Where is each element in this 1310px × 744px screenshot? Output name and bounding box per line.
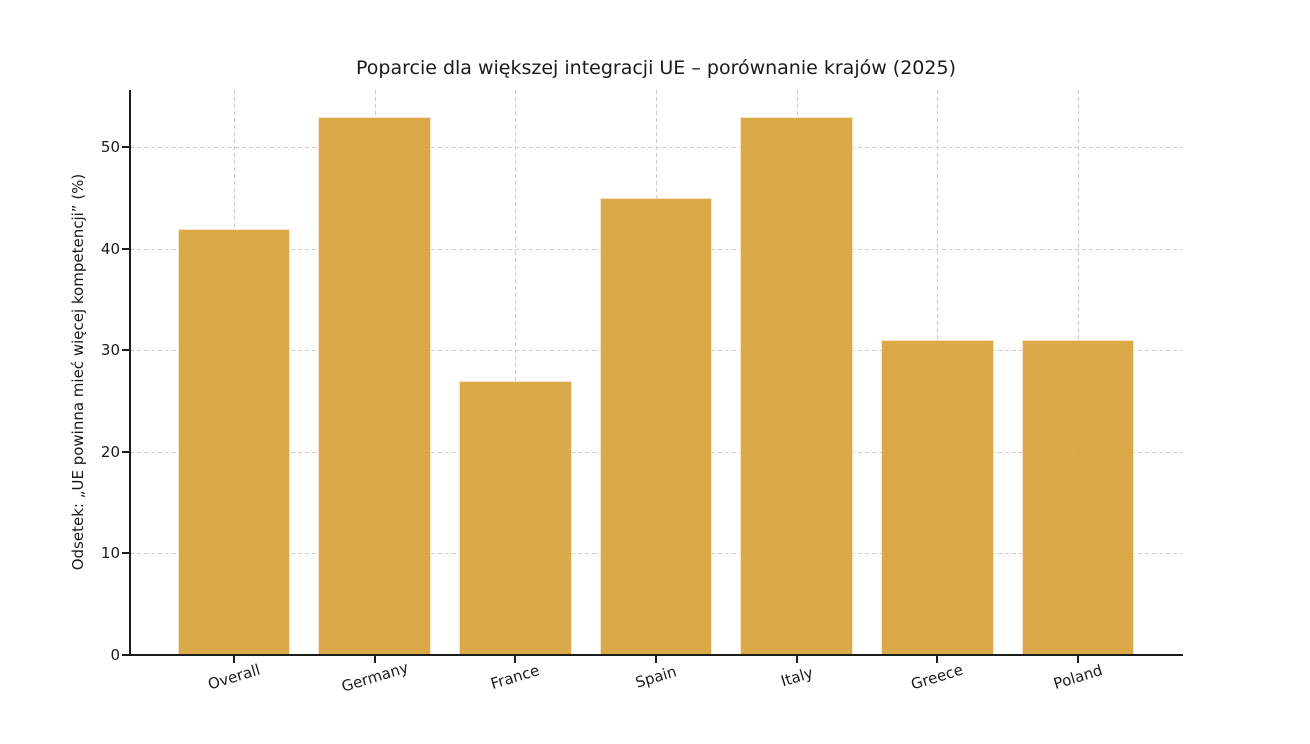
y-tick-mark-40 [122,247,129,250]
y-tick-label-20: 20 [100,442,120,461]
x-gridline-france [515,90,517,655]
x-tick-mark-poland [1076,656,1079,663]
bar-france [459,380,572,655]
chart-title: Poparcie dla większej integracji UE – po… [356,57,956,79]
y-tick-mark-50 [122,146,129,149]
x-tick-mark-germany [373,656,376,663]
y-tick-label-30: 30 [100,341,120,360]
y-axis-label: Odsetek: „UE powinna mieć więcej kompete… [69,173,87,571]
y-tick-mark-30 [122,349,129,352]
x-tick-mark-spain [655,656,657,663]
bar-spain [599,198,713,655]
y-tick-mark-10 [122,552,129,555]
y-tick-mark-20 [122,450,129,453]
y-tick-label-0: 0 [110,646,120,664]
x-tick-mark-italy [795,656,798,663]
bar-italy [740,116,853,655]
x-tick-mark-overall [233,656,236,663]
y-tick-label-50: 50 [100,138,120,157]
x-tick-mark-france [514,656,517,663]
x-axis-spine [129,654,1183,656]
y-axis-spine [129,90,131,656]
bar-overall [177,228,291,655]
plot-area: 0 10 20 30 40 50 Overall Germany France Spain Ital… [101,90,1183,696]
y-tick-mark-0 [122,654,129,656]
bar-poland [1021,340,1135,655]
x-tick-mark-greece [936,656,939,663]
y-tick-label-40: 40 [100,239,120,258]
bar-germany [318,116,431,655]
y-tick-label-10: 10 [100,544,120,563]
bar-greece [881,340,994,655]
